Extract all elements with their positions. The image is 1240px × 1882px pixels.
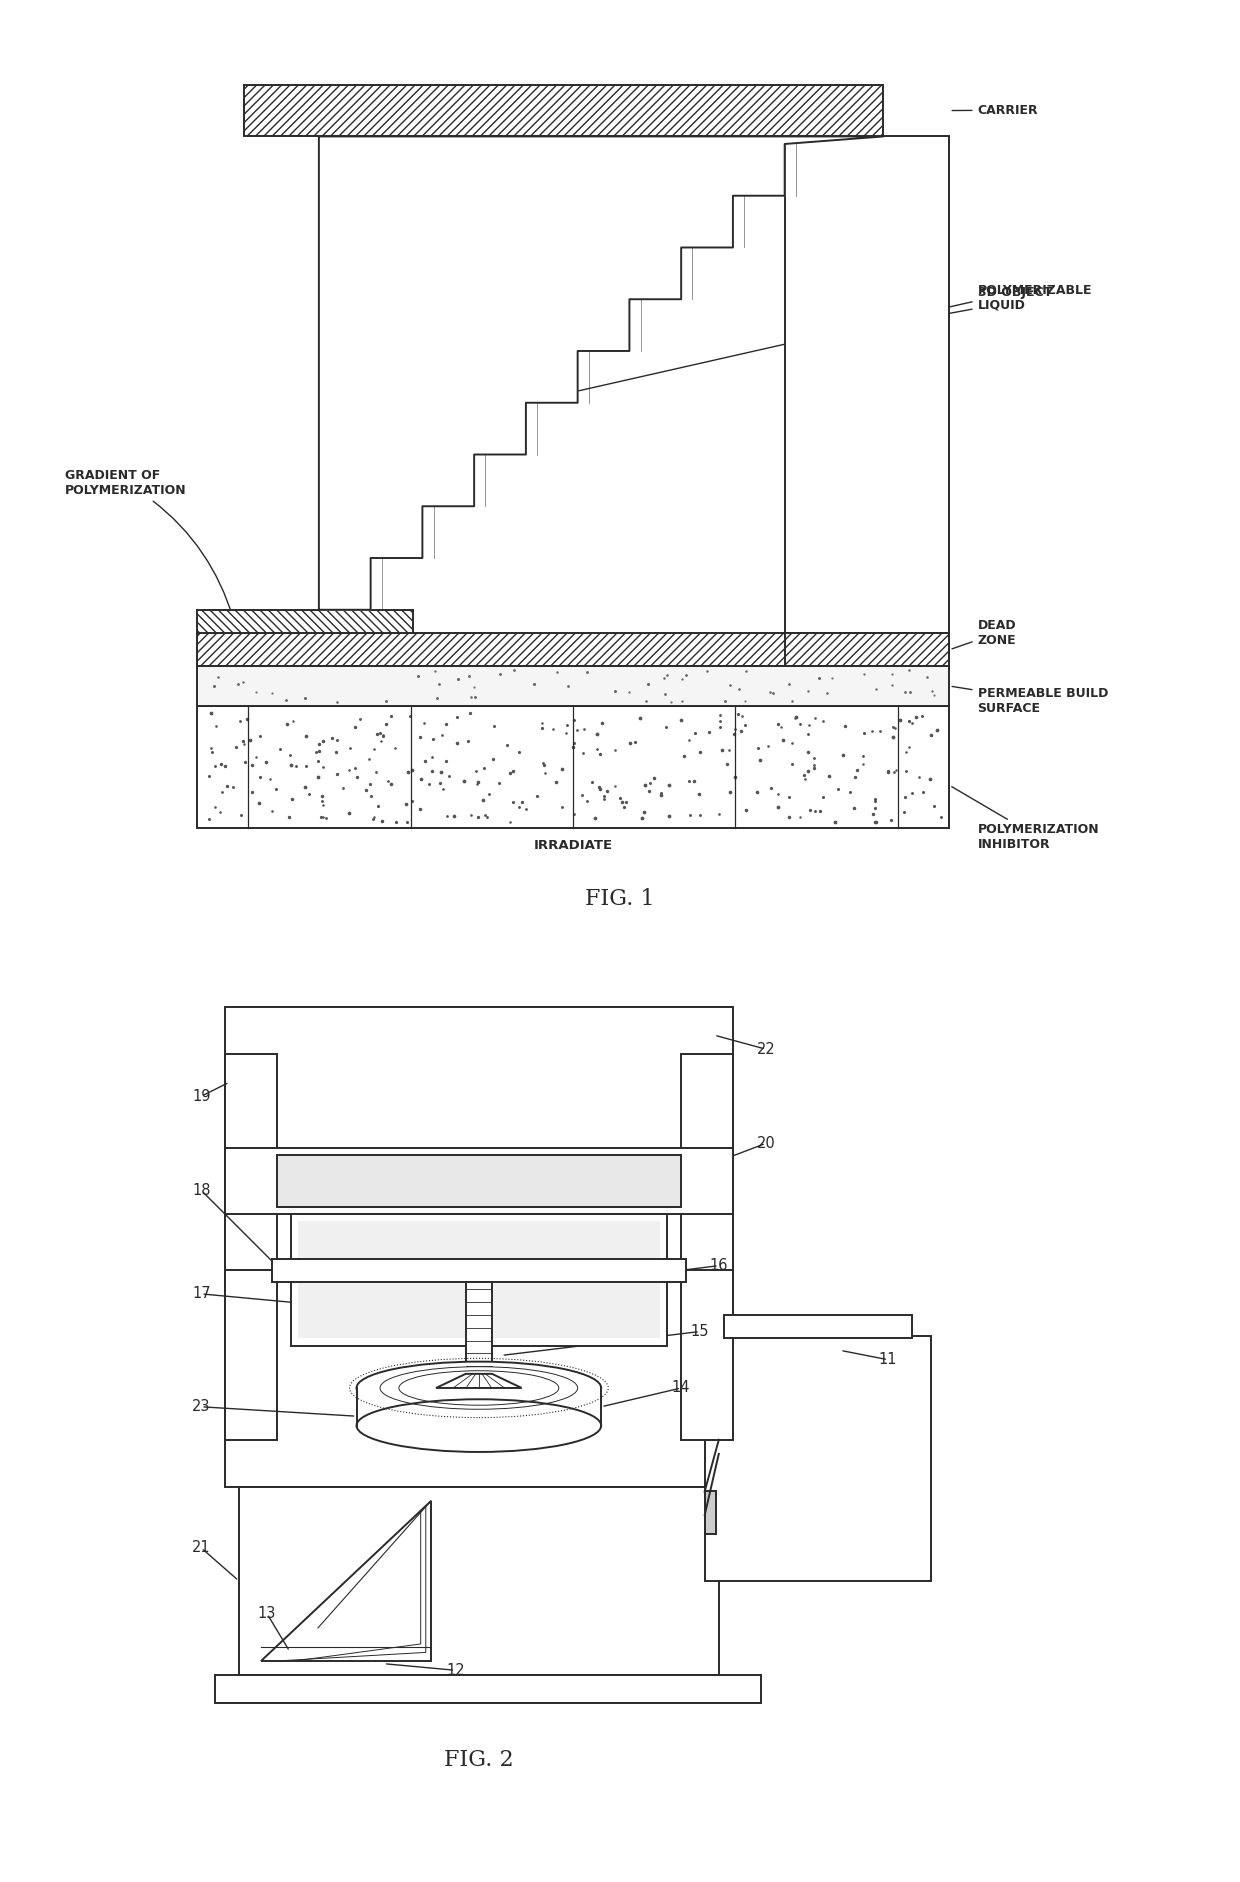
Ellipse shape [357,1361,601,1415]
Text: 18: 18 [192,1184,211,1197]
Text: PERMEABLE BUILD
SURFACE: PERMEABLE BUILD SURFACE [952,687,1109,715]
Bar [224,1054,277,1440]
Text: FIG. 1: FIG. 1 [585,888,655,909]
Text: 12: 12 [446,1664,465,1677]
Bar [272,1259,686,1282]
Bar [785,634,950,666]
Bar [224,1007,733,1487]
Text: POLYMERIZATION
INHIBITOR: POLYMERIZATION INHIBITOR [952,787,1099,851]
Bar [704,1336,930,1581]
Bar [216,1675,761,1703]
Bar [681,1054,733,1440]
Bar [466,1282,492,1374]
Bar [277,1154,681,1208]
Bar [785,634,950,666]
Text: 3D OBJECT: 3D OBJECT [528,286,1052,403]
Text: IRRADIATE: IRRADIATE [533,839,613,853]
Bar [357,1387,601,1427]
Text: CARRIER: CARRIER [952,104,1038,117]
Text: 22: 22 [756,1043,775,1056]
Text: 14: 14 [672,1381,691,1395]
Polygon shape [319,137,883,610]
Bar [785,137,950,632]
Text: 16: 16 [709,1259,728,1272]
Bar [298,1221,660,1338]
Text: 17: 17 [192,1287,211,1300]
Text: 21: 21 [192,1541,211,1555]
Text: 19: 19 [192,1090,211,1103]
Bar [723,1314,911,1338]
Bar [197,706,950,828]
Text: GRADIENT OF
POLYMERIZATION: GRADIENT OF POLYMERIZATION [64,469,233,619]
Text: FIG. 2: FIG. 2 [444,1748,513,1771]
Bar [197,634,950,666]
Ellipse shape [357,1398,601,1453]
Text: POLYMERIZABLE
LIQUID: POLYMERIZABLE LIQUID [835,284,1092,335]
Bar [243,85,883,137]
Bar [290,1214,667,1346]
Text: 20: 20 [756,1137,775,1150]
Text: 13: 13 [258,1607,277,1620]
Bar [197,666,950,706]
Bar [239,1487,719,1675]
Polygon shape [436,1374,522,1387]
Bar [224,1148,733,1214]
Text: 15: 15 [691,1325,709,1338]
Text: DEAD
ZONE: DEAD ZONE [952,619,1017,649]
Bar [704,1491,715,1534]
Bar [197,610,413,632]
Text: 11: 11 [879,1353,898,1366]
Text: 23: 23 [192,1400,211,1413]
Polygon shape [262,1502,430,1660]
